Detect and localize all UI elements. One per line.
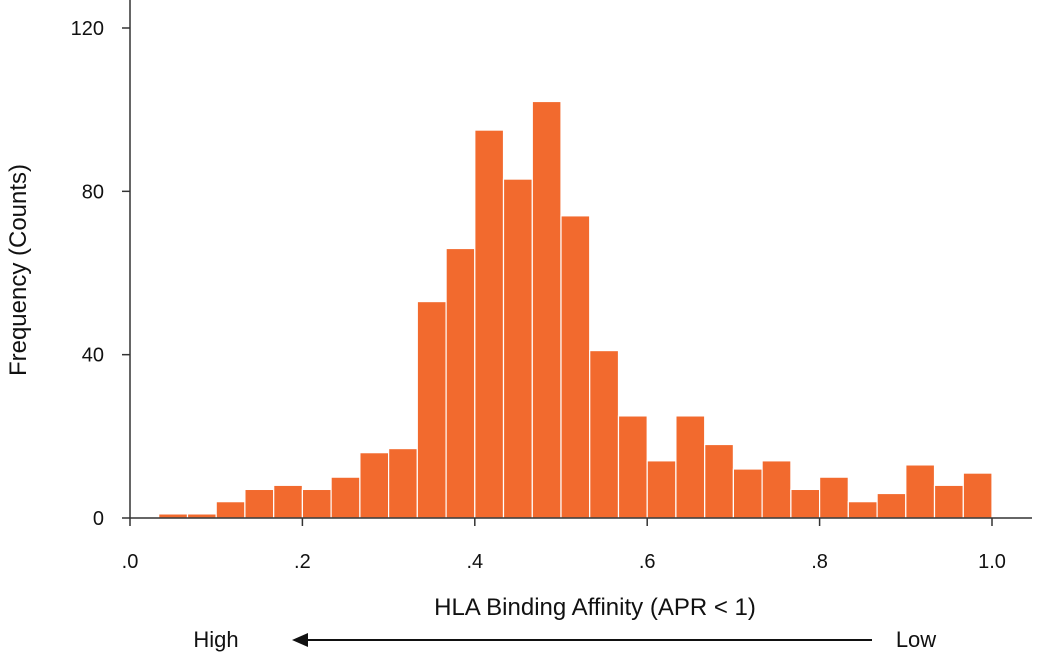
histogram-bar: [301, 488, 332, 519]
x-tick-label: .8: [811, 551, 828, 573]
histogram-bar: [531, 100, 562, 519]
histogram-bar: [330, 476, 361, 519]
histogram-bar: [416, 300, 447, 519]
y-axis-title: Frequency (Counts): [5, 164, 32, 376]
y-axis-ticks: 0 40 80 120: [71, 18, 130, 530]
y-tick-label: 80: [82, 181, 104, 203]
direction-label-high: High: [193, 627, 238, 652]
direction-arrow-head: [292, 633, 308, 647]
histogram-bar: [589, 349, 620, 519]
histogram-bar: [761, 460, 792, 519]
x-tick-label: .6: [639, 551, 656, 573]
histogram-bar: [732, 468, 763, 519]
x-tick-label: 1.0: [978, 551, 1006, 573]
histogram-bar: [847, 501, 878, 519]
histogram-bar: [933, 484, 964, 519]
histogram-bar: [560, 215, 591, 519]
bars-group: [158, 100, 993, 519]
histogram-bar: [445, 247, 476, 519]
histogram-bar: [962, 472, 993, 519]
direction-arrow: [292, 633, 872, 647]
histogram-bar: [474, 129, 505, 519]
histogram-bar: [359, 452, 390, 519]
histogram-bar: [704, 443, 734, 519]
histogram-bar: [244, 488, 275, 519]
histogram-bar: [818, 476, 849, 519]
y-tick-label: 120: [71, 18, 104, 40]
histogram-bar: [790, 488, 821, 519]
histogram-bar: [675, 415, 706, 519]
x-axis-ticks: .0 .2 .4 .6 .8 1.0: [122, 518, 1006, 573]
x-tick-label: .0: [122, 551, 139, 573]
y-tick-label: 40: [82, 345, 104, 367]
histogram-bar: [905, 464, 936, 519]
histogram-bar: [273, 484, 304, 519]
x-axis-title: HLA Binding Affinity (APR < 1): [434, 594, 756, 621]
direction-label-low: Low: [896, 627, 936, 652]
histogram-bar: [215, 501, 246, 519]
histogram-bar: [646, 460, 677, 519]
histogram-bar: [502, 178, 533, 519]
y-tick-label: 0: [93, 508, 104, 530]
histogram-bar: [876, 492, 907, 519]
x-tick-label: .2: [294, 551, 311, 573]
x-tick-label: .4: [466, 551, 483, 573]
histogram-bar: [388, 447, 418, 519]
histogram-bar: [617, 415, 648, 519]
